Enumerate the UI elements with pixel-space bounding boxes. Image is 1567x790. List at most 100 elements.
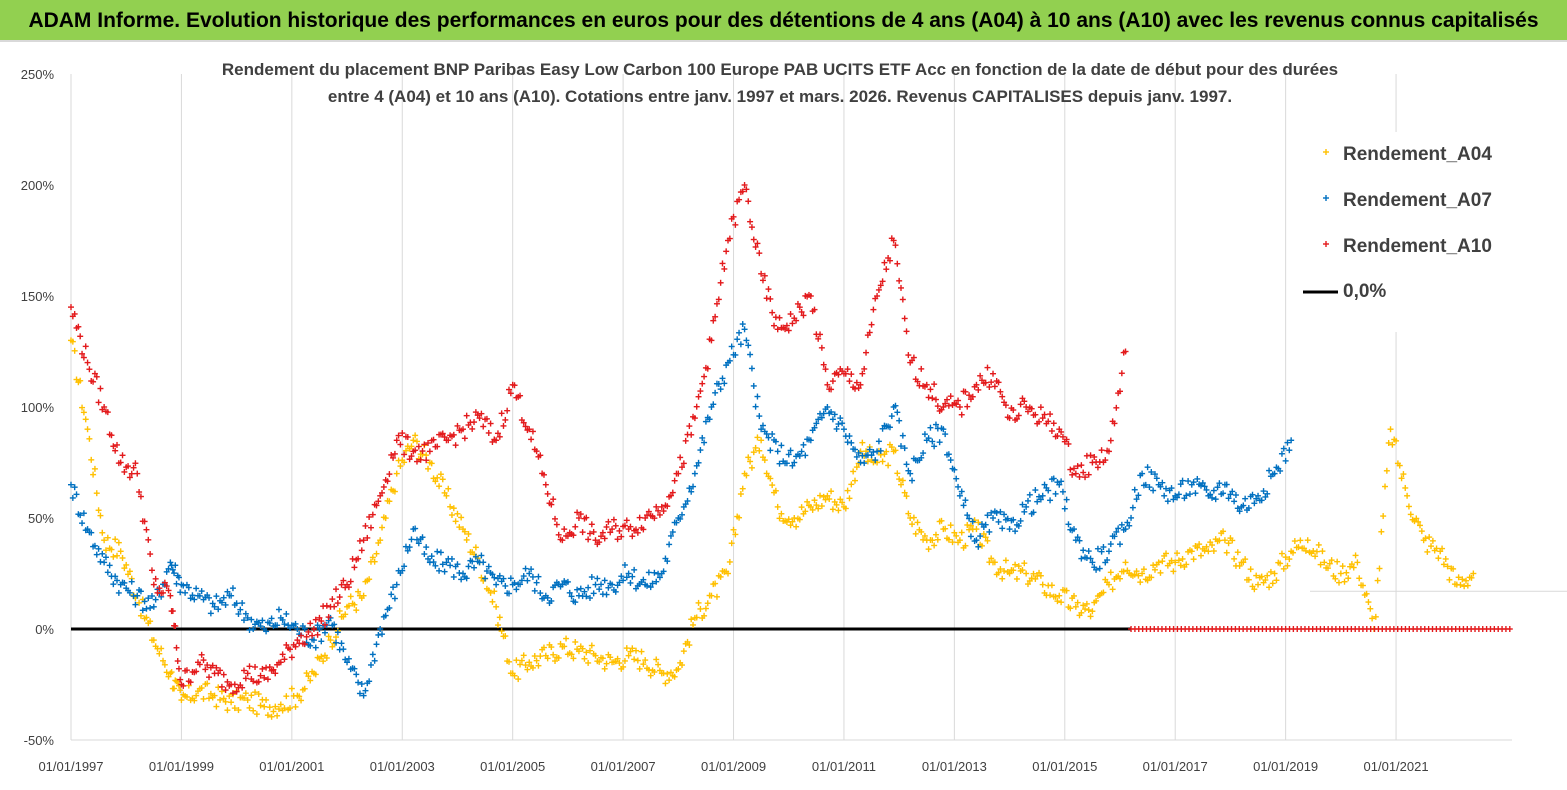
- data-point: [95, 545, 102, 552]
- data-point: [526, 659, 533, 666]
- data-point: [1045, 418, 1052, 425]
- data-point: [71, 484, 78, 491]
- data-point: [537, 653, 544, 660]
- data-point: [112, 536, 119, 543]
- data-point: [347, 578, 354, 585]
- data-point: [918, 454, 925, 461]
- data-point: [697, 447, 704, 454]
- data-point: [548, 597, 555, 604]
- data-point: [767, 447, 774, 454]
- data-point: [903, 493, 910, 500]
- data-point: [756, 447, 763, 454]
- data-point: [132, 601, 139, 608]
- data-point: [384, 478, 391, 485]
- data-point: [90, 471, 97, 478]
- data-point: [314, 631, 321, 638]
- data-point: [1194, 544, 1201, 551]
- data-point: [835, 507, 842, 514]
- data-point: [229, 585, 236, 592]
- data-point: [371, 558, 378, 565]
- data-point: [333, 639, 340, 646]
- data-point: [1117, 388, 1124, 395]
- data-point: [1210, 548, 1217, 555]
- data-point: [984, 537, 991, 544]
- data-point: [1056, 592, 1063, 599]
- data-point: [1129, 504, 1136, 511]
- data-point: [491, 574, 498, 581]
- data-point: [434, 443, 441, 450]
- data-point: [572, 638, 579, 645]
- data-point: [511, 382, 518, 389]
- data-point: [231, 705, 238, 712]
- data-point: [1126, 522, 1133, 529]
- data-point: [853, 464, 860, 471]
- data-point: [419, 448, 426, 455]
- data-point: [901, 315, 908, 322]
- data-point: [890, 237, 897, 244]
- data-point: [1063, 436, 1070, 443]
- data-point: [726, 558, 733, 565]
- data-point: [307, 642, 314, 649]
- data-point: [423, 457, 430, 464]
- data-point: [629, 645, 636, 652]
- data-point: [395, 432, 402, 439]
- data-point: [804, 498, 811, 505]
- data-point: [202, 666, 209, 673]
- data-point: [706, 416, 713, 423]
- data-point: [739, 321, 746, 328]
- data-point: [1220, 528, 1227, 535]
- data-point: [101, 404, 108, 410]
- x-tick-label: 01/01/1999: [149, 759, 214, 774]
- data-point: [953, 401, 960, 408]
- data-point: [951, 466, 958, 473]
- data-point: [257, 702, 264, 709]
- data-point: [259, 665, 266, 672]
- data-point: [353, 671, 360, 678]
- data-point: [947, 393, 954, 400]
- data-point: [228, 699, 235, 706]
- data-point: [183, 693, 190, 700]
- data-point: [360, 592, 367, 599]
- data-point: [239, 684, 246, 691]
- data-point: [1150, 487, 1157, 494]
- data-point: [1142, 481, 1149, 488]
- data-point: [79, 404, 86, 411]
- data-point: [988, 509, 995, 516]
- data-point: [1058, 428, 1065, 435]
- data-point: [250, 626, 257, 633]
- data-point: [117, 459, 124, 466]
- data-point: [1039, 415, 1046, 422]
- data-point: [1087, 613, 1094, 620]
- data-point: [1118, 370, 1125, 377]
- data-point: [1133, 568, 1140, 575]
- data-point: [550, 651, 557, 658]
- data-point: [101, 537, 108, 544]
- data-point: [758, 270, 765, 277]
- data-point: [377, 537, 384, 544]
- data-point: [1070, 592, 1077, 599]
- data-point: [1170, 496, 1177, 503]
- data-point: [851, 446, 858, 453]
- data-point: [721, 265, 728, 272]
- data-point: [732, 221, 739, 228]
- data-point: [934, 403, 941, 410]
- data-point: [680, 648, 687, 655]
- data-point: [658, 503, 665, 510]
- data-point: [1159, 479, 1166, 486]
- data-point: [1405, 503, 1412, 510]
- data-point: [397, 441, 404, 448]
- data-point: [344, 659, 351, 666]
- data-point: [964, 512, 971, 519]
- data-point: [984, 512, 991, 519]
- data-point: [182, 589, 189, 596]
- data-point: [502, 633, 509, 640]
- data-point: [79, 520, 86, 527]
- data-point: [145, 536, 152, 543]
- data-point: [224, 707, 231, 714]
- data-point: [1404, 492, 1411, 499]
- data-point: [877, 282, 884, 289]
- data-point: [391, 595, 398, 602]
- data-point: [771, 322, 778, 329]
- data-point: [125, 463, 132, 470]
- data-point: [667, 532, 674, 539]
